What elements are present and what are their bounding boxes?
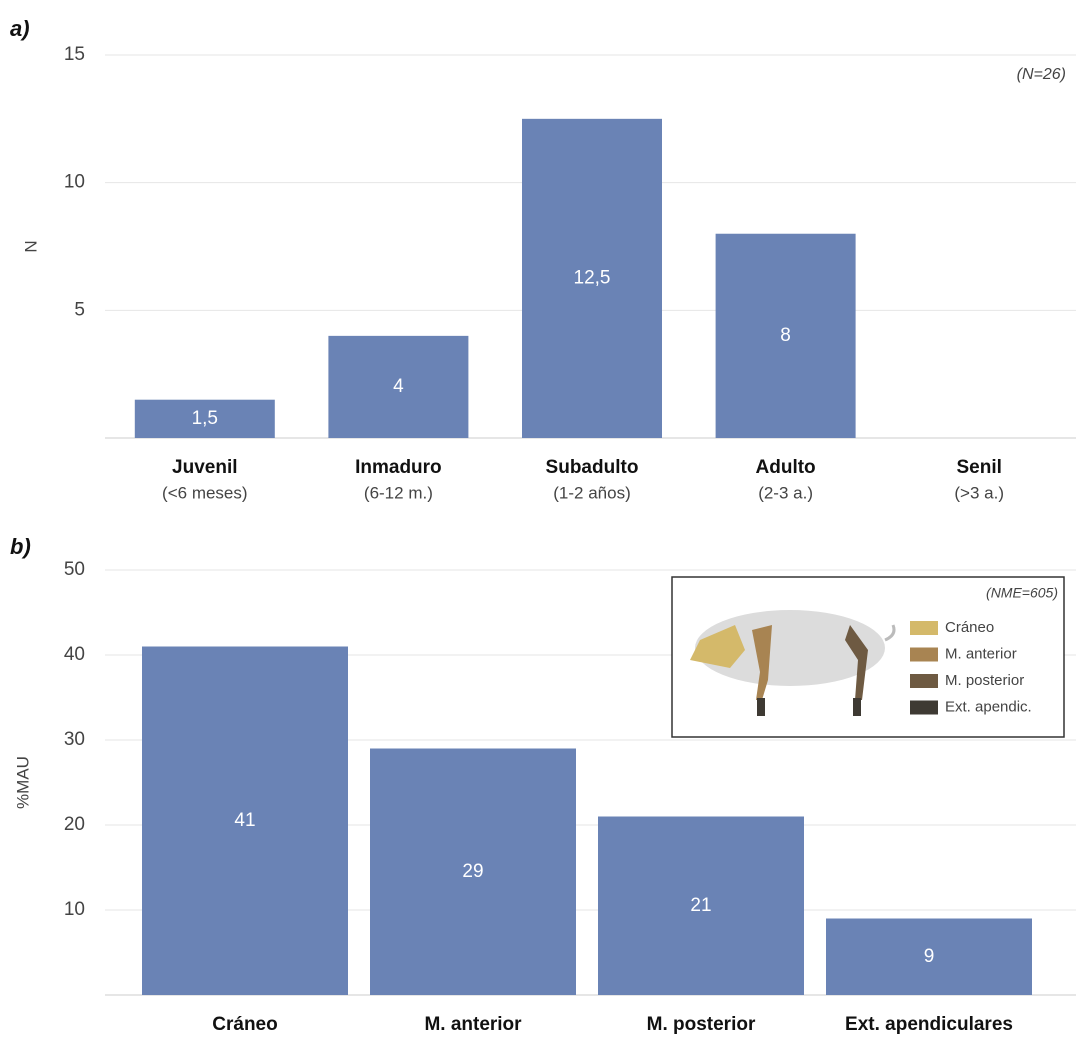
- y-axis-label: %MAU: [13, 756, 32, 809]
- x-tick-label: Juvenil: [172, 457, 237, 478]
- bar: [715, 233, 856, 438]
- y-axis-label: N: [21, 240, 40, 252]
- legend-label: Ext. apendic.: [945, 698, 1032, 715]
- x-tick-label: Subadulto: [546, 457, 639, 478]
- legend-swatch: [910, 700, 938, 715]
- bar: [598, 816, 804, 995]
- x-tick-note: (1-2 años): [553, 483, 630, 502]
- x-tick-note: (2-3 a.): [758, 483, 813, 502]
- x-tick-label: Adulto: [756, 457, 816, 478]
- legend-label: M. posterior: [945, 672, 1024, 689]
- value-label: 41: [234, 810, 255, 831]
- y-tick-label: 30: [64, 729, 85, 750]
- x-tick-label: M. anterior: [424, 1014, 522, 1035]
- y-tick-label: 10: [64, 899, 85, 920]
- bar: [134, 399, 275, 438]
- x-tick-label: Inmaduro: [355, 457, 442, 478]
- pig-illustration: [671, 576, 1065, 738]
- bar: [826, 918, 1032, 995]
- value-label: 9: [924, 946, 935, 967]
- y-tick-label: 50: [64, 559, 85, 580]
- x-tick-note: (<6 meses): [162, 483, 248, 502]
- value-label: 8: [780, 325, 791, 346]
- y-tick-label: 20: [64, 814, 85, 835]
- value-label: 21: [690, 895, 711, 916]
- x-tick-note: (6-12 m.): [364, 483, 433, 502]
- bar: [370, 748, 576, 995]
- y-tick-label: 5: [74, 299, 85, 320]
- x-tick-note: (>3 a.): [954, 483, 1004, 502]
- bar: [522, 118, 662, 438]
- value-label: 1,5: [192, 408, 218, 429]
- y-tick-label: 10: [64, 172, 85, 193]
- legend-label: M. anterior: [945, 645, 1017, 662]
- legend-swatch: [910, 647, 938, 662]
- x-tick-label: M. posterior: [647, 1014, 756, 1035]
- sample-note: (N=26): [1017, 66, 1066, 83]
- y-tick-label: 15: [64, 44, 85, 65]
- legend-note: (NME=605): [986, 585, 1058, 601]
- panel-label: b): [10, 534, 31, 559]
- bar: [328, 335, 469, 438]
- legend-label: Cráneo: [945, 619, 994, 636]
- value-label: 4: [393, 376, 404, 397]
- value-label: 12,5: [574, 267, 611, 288]
- legend-swatch: [910, 674, 938, 688]
- legend-swatch: [910, 621, 938, 635]
- y-tick-label: 40: [64, 644, 85, 665]
- x-tick-label: Senil: [956, 457, 1001, 478]
- x-tick-label: Cráneo: [212, 1014, 277, 1035]
- x-tick-label: Ext. apendiculares: [845, 1014, 1013, 1035]
- panel-label: a): [10, 16, 30, 41]
- bar: [142, 646, 348, 995]
- value-label: 29: [462, 861, 483, 882]
